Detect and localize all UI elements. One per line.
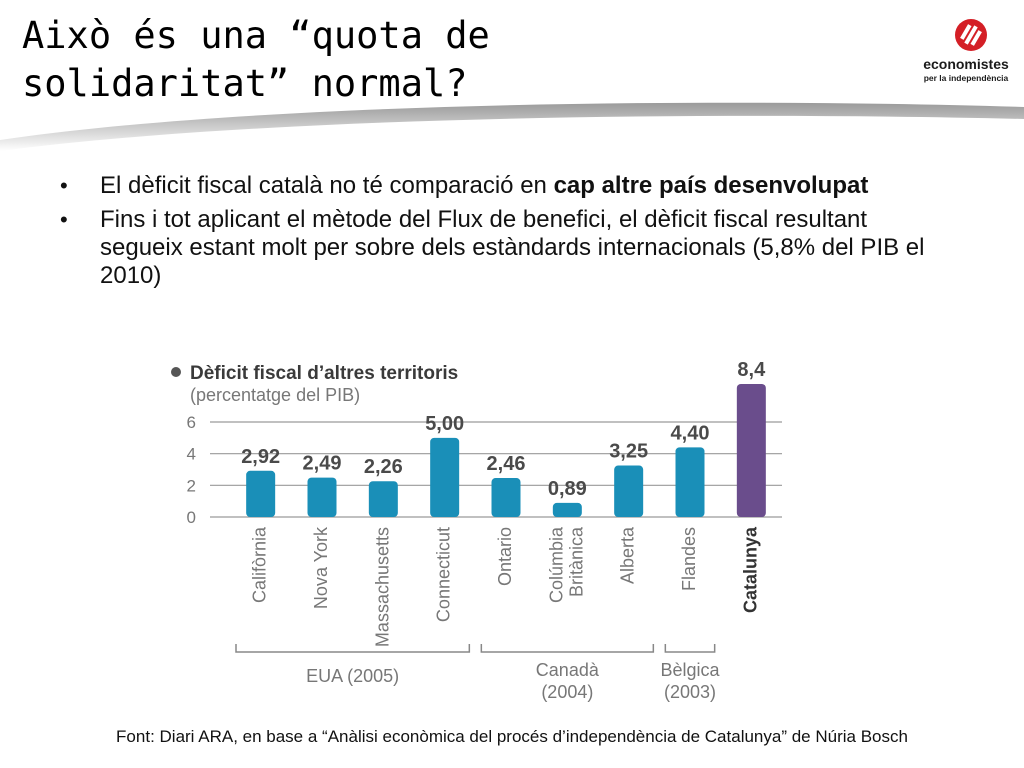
bar-value-label: 2,92 [241,446,280,468]
bar-value-label: 8,4 [737,359,766,381]
header-swoosh [0,102,1024,151]
y-tick-label: 0 [187,508,196,527]
logo-subtitle: per la independència [923,73,1009,83]
category-label: Ontario [495,527,515,586]
bullet-text: Fins i tot aplicant el mètode del Flux d… [100,206,925,289]
bar [614,465,644,517]
bar [552,502,582,517]
category-label: Nova York [311,526,331,609]
bullet-dot-icon: • [60,173,68,198]
chart-subtitle: (percentatge del PIB) [190,385,360,405]
logo-name: economistes [923,56,1009,72]
bar-value-label: 2,26 [364,456,403,478]
y-tick-label: 4 [187,445,196,464]
bullet-item: • El dèficit fiscal català no té compara… [60,172,940,200]
bar [675,447,705,517]
bullet-item: • Fins i tot aplicant el mètode del Flux… [60,206,940,290]
bar-value-label: 0,89 [548,478,587,500]
category-label: Alberta [618,526,638,584]
chart-title-bullet-icon [171,367,181,377]
source-note: Font: Diari ARA, en base a “Anàlisi econ… [116,727,908,746]
bullet-text: El dèficit fiscal català no té comparaci… [100,172,554,199]
group-bracket [235,644,471,653]
category-label: ColúmbiaBritànica [546,526,586,603]
group-bracket [480,644,655,653]
title-line-1: Això és una “quota de [22,14,490,57]
bullet-list: • El dèficit fiscal català no té compara… [60,172,940,296]
bar-value-label: 4,40 [671,422,710,444]
chart-title: Dèficit fiscal d’altres territoris [190,363,458,384]
category-label: Connecticut [434,527,454,622]
deficit-bar-chart: Dèficit fiscal d’altres territoris(perce… [171,359,782,702]
bar [307,477,337,517]
title-line-2: solidaritat” normal? [22,62,468,105]
y-tick-label: 2 [187,476,196,495]
bar-value-label: 3,25 [609,441,648,463]
bar [246,470,276,517]
slide-title: Això és una “quota de solidaritat” norma… [22,12,842,108]
bullet-bold-text: cap altre país desenvolupat [553,172,869,199]
economistes-logo: economistes per la independència [918,18,1014,88]
category-label: Catalunya [740,526,760,613]
bar-value-label: 5,00 [425,413,464,435]
bar [491,478,521,517]
category-label: Massachusetts [372,527,392,647]
group-label: Bèlgica (2003) [660,660,720,702]
category-label: Califòrnia [250,526,270,603]
group-bracket [664,644,716,653]
group-label: Canadà (2004) [536,660,600,702]
y-tick-label: 6 [187,413,196,432]
bullet-dot-icon: • [60,207,68,232]
category-label: Flandes [679,527,699,591]
bar-value-label: 2,46 [487,453,526,475]
logo-mark-icon [955,19,987,51]
bar [368,481,398,517]
bar [430,437,460,517]
bar [736,384,766,517]
group-label: EUA (2005) [306,666,399,686]
bar-value-label: 2,49 [303,453,342,475]
